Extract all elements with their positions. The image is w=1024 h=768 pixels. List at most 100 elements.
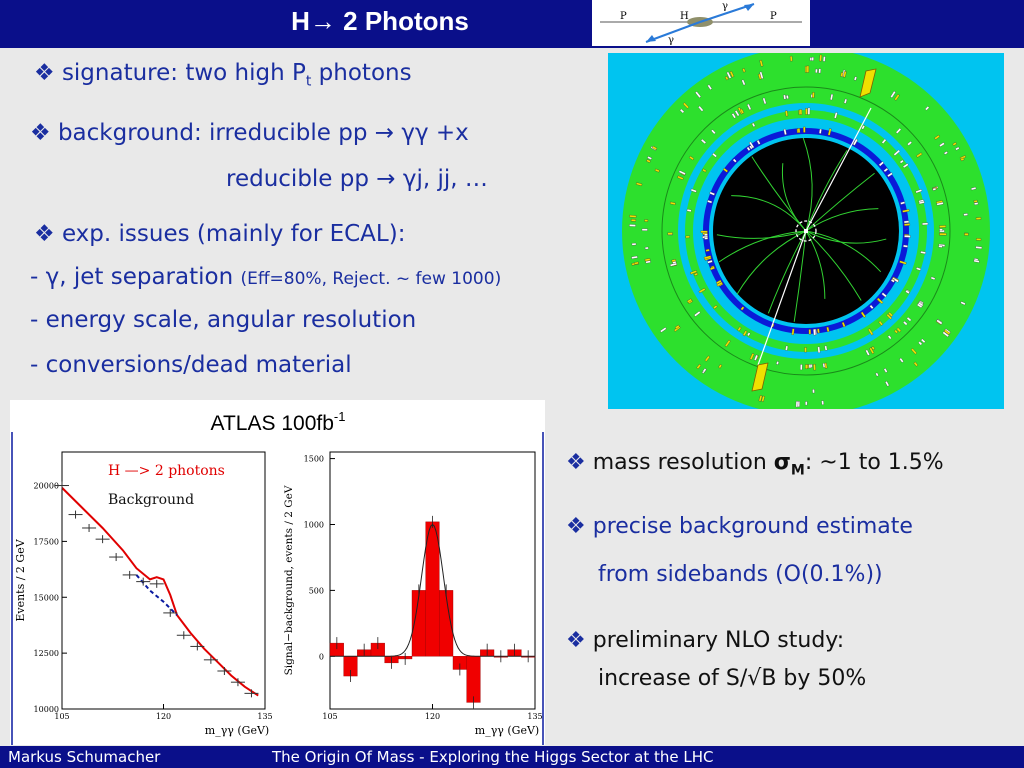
calorimeter-hit: [960, 157, 965, 162]
chart1-ylabel: Events / 2 GeV: [14, 538, 27, 621]
plot-caption-text: ATLAS 100fb: [211, 412, 334, 435]
calorimeter-hit: [674, 324, 680, 330]
calorimeter-hit: [669, 201, 676, 206]
exp-issue-conversions: - conversions/dead material: [30, 352, 352, 378]
calorimeter-hit: [920, 338, 926, 344]
calorimeter-hit: [842, 71, 847, 78]
calorimeter-hit: [756, 139, 761, 145]
calorimeter-hit: [704, 233, 708, 236]
plot-background: [10, 400, 545, 745]
calorimeter-hit: [647, 156, 653, 160]
arrow-icon: [744, 4, 754, 11]
chart1-xtick-label: 120: [156, 712, 171, 721]
calorimeter-hit: [843, 98, 848, 104]
calorimeter-hit: [840, 72, 844, 77]
calorimeter-hit: [805, 108, 808, 115]
calorimeter-hit: [899, 357, 904, 363]
signal-minus-background-chart: 0 500 1000 1500 105 120 135 Signal−background, …: [283, 451, 543, 737]
mass-resolution-suffix: : ~1 to 1.5%: [804, 450, 944, 475]
calorimeter-hit: [685, 235, 690, 239]
diamond-bullet-icon: ❖: [34, 221, 55, 247]
calorimeter-hit: [712, 304, 718, 310]
calorimeter-hit: [930, 276, 936, 281]
calorimeter-hit: [976, 238, 982, 241]
calorimeter-hit: [702, 368, 707, 373]
particle-track: [805, 230, 887, 244]
calorimeter-hit: [960, 301, 966, 306]
chart1-ytick-label: 20000: [34, 482, 59, 491]
calorimeter-hit: [903, 220, 910, 224]
particle-track: [805, 230, 826, 299]
calorimeter-hit: [903, 244, 908, 248]
calorimeter-hit: [805, 401, 808, 406]
arrow-icon: [646, 35, 656, 42]
calorimeter-hit: [686, 208, 692, 212]
calorimeter-hit: [799, 109, 803, 115]
calorimeter-hit: [910, 348, 918, 355]
plot-caption: ATLAS 100fb-1: [211, 409, 346, 435]
calorimeter-hit: [818, 128, 822, 134]
precise-background-line2: from sidebands (O(0.1%)): [598, 562, 883, 587]
calorimeter-hit: [635, 182, 643, 187]
calorimeter-hit: [881, 292, 887, 298]
chart2-xlabel: m_γγ (GeV): [475, 724, 539, 737]
calorimeter-hit: [942, 331, 950, 338]
calorimeter-hit: [816, 328, 820, 334]
calorimeter-hit: [741, 79, 746, 86]
calorimeter-hit: [973, 199, 978, 203]
calorimeter-hit: [693, 310, 701, 317]
calorimeter-hit: [724, 339, 731, 348]
chart2-xtick-label: 105: [322, 712, 337, 721]
calorimeter-hit: [974, 202, 979, 206]
exp-issue-gamma-jet: - γ, jet separation (Eff=80%, Reject. ~ …: [30, 264, 501, 290]
higgs-label: H: [680, 11, 689, 22]
calorimeter-hit: [746, 332, 751, 337]
bullet-mass-resolution: ❖ mass resolution σM: ~1 to 1.5%: [566, 450, 944, 478]
signature-text: signature: two high P: [61, 60, 306, 86]
calorimeter-hit: [913, 361, 919, 367]
calorimeter-hit: [808, 364, 812, 369]
calorimeter-hit: [920, 250, 926, 255]
footer-author: Markus Schumacher: [8, 748, 161, 766]
calorimeter-hit: [973, 259, 980, 263]
chart2-gaussian-fit: [330, 523, 535, 657]
chart2-ytick-label: 500: [309, 586, 324, 595]
calorimeter-hit: [761, 395, 765, 402]
calorimeter-hit: [734, 110, 740, 117]
bullet-signature: ❖ signature: two high Pt photons: [34, 60, 412, 90]
calorimeter-hit: [806, 65, 810, 73]
calorimeter-hit: [629, 214, 637, 218]
calorimeter-hit: [936, 201, 944, 206]
bullet-background: ❖ background: irreducible pp → γγ +x: [30, 120, 469, 146]
particle-track: [793, 230, 807, 322]
calorimeter-hit: [871, 346, 875, 351]
calorimeter-hit: [702, 168, 707, 173]
calorimeter-hit: [682, 102, 690, 109]
calorimeter-hit: [751, 122, 756, 128]
calorimeter-hit: [883, 167, 889, 173]
particle-tracks: [716, 137, 887, 322]
calorimeter-hit: [703, 255, 712, 260]
calorimeter-hit: [869, 347, 875, 355]
calorimeter-hit: [895, 127, 902, 134]
page-title: H→ 2 Photons: [291, 6, 469, 36]
calorimeter-hit: [631, 242, 637, 246]
calorimeter-hit: [700, 138, 707, 145]
chart1-legend-signal: H —> 2 photons: [108, 463, 225, 479]
diamond-bullet-icon: ❖: [566, 450, 586, 475]
bullet-exp-issues: ❖ exp. issues (mainly for ECAL):: [34, 221, 405, 247]
particle-track: [767, 230, 807, 314]
calorimeter-hit: [876, 297, 884, 305]
calorimeter-hit: [762, 97, 767, 105]
diamond-bullet-icon: ❖: [566, 628, 586, 653]
calorimeter-hit: [629, 224, 636, 227]
calorimeter-hit: [783, 128, 787, 135]
calorimeter-hit: [786, 95, 789, 100]
calorimeter-hit: [975, 246, 983, 250]
exp-issue-gamma-jet-detail: (Eff=80%, Reject. ~ few 1000): [240, 269, 502, 289]
particle-track: [805, 230, 882, 273]
calorimeter-hit: [902, 163, 909, 169]
calorimeter-hit: [726, 71, 732, 79]
calorimeter-hit: [915, 267, 922, 271]
calorimeter-hit: [906, 316, 912, 322]
